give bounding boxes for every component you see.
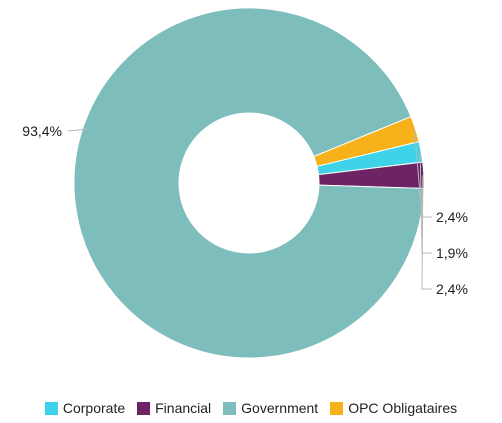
slice-government: [73, 7, 425, 359]
legend-item-corporate: Corporate: [44, 400, 126, 416]
data-label-corporate: 1,9%: [436, 245, 468, 261]
legend-label-corporate: Corporate: [62, 400, 126, 416]
legend: Corporate Financial Government OPC Oblig…: [0, 396, 502, 420]
data-label-financial: 2,4%: [436, 281, 468, 297]
legend-item-financial: Financial: [137, 400, 211, 416]
legend-swatch-corporate: [44, 401, 58, 415]
data-label-opc-obligataires: 2,4%: [436, 209, 468, 225]
legend-swatch-government: [223, 401, 237, 415]
legend-label-financial: Financial: [155, 400, 212, 416]
leader-line-government: [67, 128, 89, 132]
legend-label-government: Government: [241, 400, 319, 416]
leader-line-opc-obligataires: [413, 129, 432, 218]
legend-label-opc-obligataires: OPC Obligataires: [348, 400, 458, 416]
legend-swatch-financial: [137, 401, 151, 415]
leader-line-financial: [421, 175, 432, 290]
legend-swatch-opc-obligataires: [330, 401, 344, 415]
data-label-government: 93,4%: [22, 123, 62, 139]
legend-item-opc-obligataires: OPC Obligataires: [330, 400, 457, 416]
legend-item-government: Government: [223, 400, 318, 416]
